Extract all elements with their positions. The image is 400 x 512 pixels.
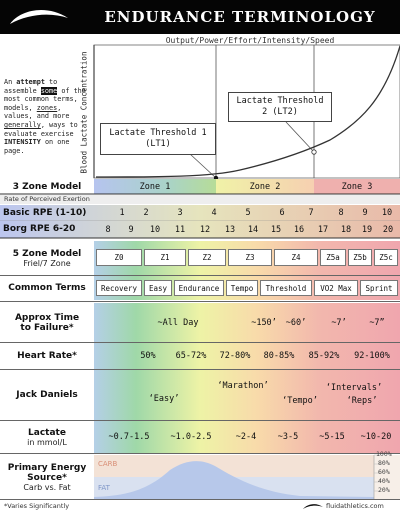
zone-3: Zone 3 — [341, 181, 373, 192]
chart-axis-title: Output/Power/Effort/Intensity/Speed — [165, 35, 335, 45]
lactate-value: ~5-15 — [319, 432, 345, 442]
borg-rpe-value: 13 — [224, 224, 236, 235]
borg-rpe-value: 19 — [361, 224, 373, 235]
zone-z1: Z1 — [144, 249, 186, 266]
term-easy: Easy — [144, 280, 172, 296]
zone-1: Zone 1 — [139, 181, 171, 192]
term-vo2max: VO2 Max — [314, 280, 358, 296]
footnote: *Varies Significantly — [4, 502, 70, 510]
hr-value: 92-100% — [354, 351, 390, 361]
borg-rpe-value: 9 — [128, 224, 134, 235]
borg-rpe-value: 16 — [293, 224, 305, 235]
zone-z5a: Z5a — [320, 249, 346, 266]
borg-rpe-value: 17 — [317, 224, 329, 235]
zone-z0: Z0 — [96, 249, 142, 266]
basic-rpe-value: 10 — [381, 208, 393, 218]
term-tempo: Tempo — [226, 280, 258, 296]
term-threshold: Threshold — [260, 280, 312, 296]
hr-value: 50% — [140, 351, 156, 361]
lactate-label: Lactate in mmol/L — [27, 427, 67, 447]
swoosh-logo-icon — [10, 10, 68, 24]
basic-rpe-value: 9 — [362, 208, 368, 218]
basic-rpe-value: 4 — [211, 208, 217, 218]
basic-rpe-value: 6 — [279, 208, 285, 218]
intro-text: An attempt to assemble some of the most … — [4, 78, 86, 155]
time-to-failure-label: Approx Time to Failure* — [14, 312, 80, 333]
percent-tick: 20% — [378, 486, 390, 494]
lt2-callout: Lactate Threshold 2 (LT2) — [228, 92, 332, 122]
borg-rpe-value: 10 — [149, 224, 161, 235]
common-terms-label: Common Terms — [8, 283, 86, 293]
zone-z4: Z4 — [274, 249, 318, 266]
hr-value: 80-85% — [263, 351, 295, 361]
ttf-all-day: ~All Day — [157, 317, 199, 328]
swoosh-small-icon — [303, 504, 323, 509]
borg-rpe-value: 15 — [270, 224, 282, 235]
lactate-value: ~1.0-2.5 — [170, 432, 212, 442]
zone-z2: Z2 — [188, 249, 226, 266]
hr-value: 85-92% — [308, 351, 340, 361]
basic-rpe-value: 1 — [119, 208, 125, 218]
ttf-60: ~60’ — [285, 317, 307, 328]
hr-value: 72-80% — [219, 351, 251, 361]
zone-z5c: Z5c — [374, 249, 398, 266]
lactate-value: ~0.7-1.5 — [108, 432, 150, 442]
borg-rpe-value: 20 — [382, 224, 394, 235]
jack-daniels-label: Jack Daniels — [16, 390, 78, 400]
fat-label: FAT — [98, 484, 110, 492]
jd-tempo: ‘Tempo’ — [282, 396, 318, 406]
energy-source-label: Primary Energy Source* Carb vs. Fat — [7, 462, 87, 492]
percent-tick: 100% — [376, 450, 392, 458]
lactate-value: ~10-20 — [360, 432, 392, 442]
zone-z3: Z3 — [228, 249, 272, 266]
five-zone-label: 5 Zone Model Friel/7 Zone — [12, 248, 82, 268]
borg-rpe-value: 14 — [247, 224, 259, 235]
footer-site: fluidathletics.com — [326, 502, 384, 510]
basic-rpe-value: 3 — [177, 208, 183, 218]
term-recovery: Recovery — [96, 280, 142, 296]
ttf-150: ~150’ — [251, 317, 277, 328]
percent-tick: 60% — [378, 468, 390, 476]
borg-rpe-value: 11 — [174, 224, 186, 235]
page-title: ENDURANCE TERMINOLOGY — [104, 8, 376, 26]
lactate-value: ~2-4 — [235, 432, 257, 442]
jd-marathon: ‘Marathon’ — [217, 381, 269, 391]
zone-2: Zone 2 — [249, 181, 281, 192]
term-sprint: Sprint — [360, 280, 398, 296]
jd-reps: ‘Reps’ — [346, 396, 378, 406]
three-zone-label: 3 Zone Model — [12, 181, 82, 192]
basic-rpe-value: 8 — [338, 208, 344, 218]
basic-rpe-value: 7 — [308, 208, 314, 218]
ttf-7min: ~7’ — [331, 317, 347, 328]
percent-tick: 80% — [378, 459, 390, 467]
carb-label: CARB — [98, 460, 118, 468]
lactate-curve — [95, 45, 400, 178]
lt1-callout: Lactate Threshold 1 (LT1) — [100, 123, 216, 155]
header-bar — [0, 0, 400, 34]
basic-rpe-value: 5 — [245, 208, 251, 218]
borg-rpe-label: Borg RPE 6-20 — [3, 224, 76, 234]
basic-rpe-value: 2 — [143, 208, 149, 218]
jd-intervals: ‘Intervals’ — [325, 383, 383, 393]
borg-rpe-value: 18 — [340, 224, 352, 235]
ttf-7sec: ~7” — [369, 317, 385, 328]
hr-value: 65-72% — [175, 351, 207, 361]
jd-easy: ‘Easy’ — [148, 394, 180, 404]
fat-curve — [94, 461, 374, 499]
percent-tick: 40% — [378, 477, 390, 485]
lactate-value: ~3-5 — [277, 432, 299, 442]
term-endurance: Endurance — [174, 280, 224, 296]
rpe-caption: Rate of Perceived Exertion — [4, 195, 90, 203]
borg-rpe-value: 12 — [199, 224, 211, 235]
borg-rpe-value: 8 — [105, 224, 111, 235]
heart-rate-label: Heart Rate* — [17, 351, 77, 361]
basic-rpe-label: Basic RPE (1-10) — [3, 208, 87, 218]
zone-z5b: Z5b — [348, 249, 372, 266]
